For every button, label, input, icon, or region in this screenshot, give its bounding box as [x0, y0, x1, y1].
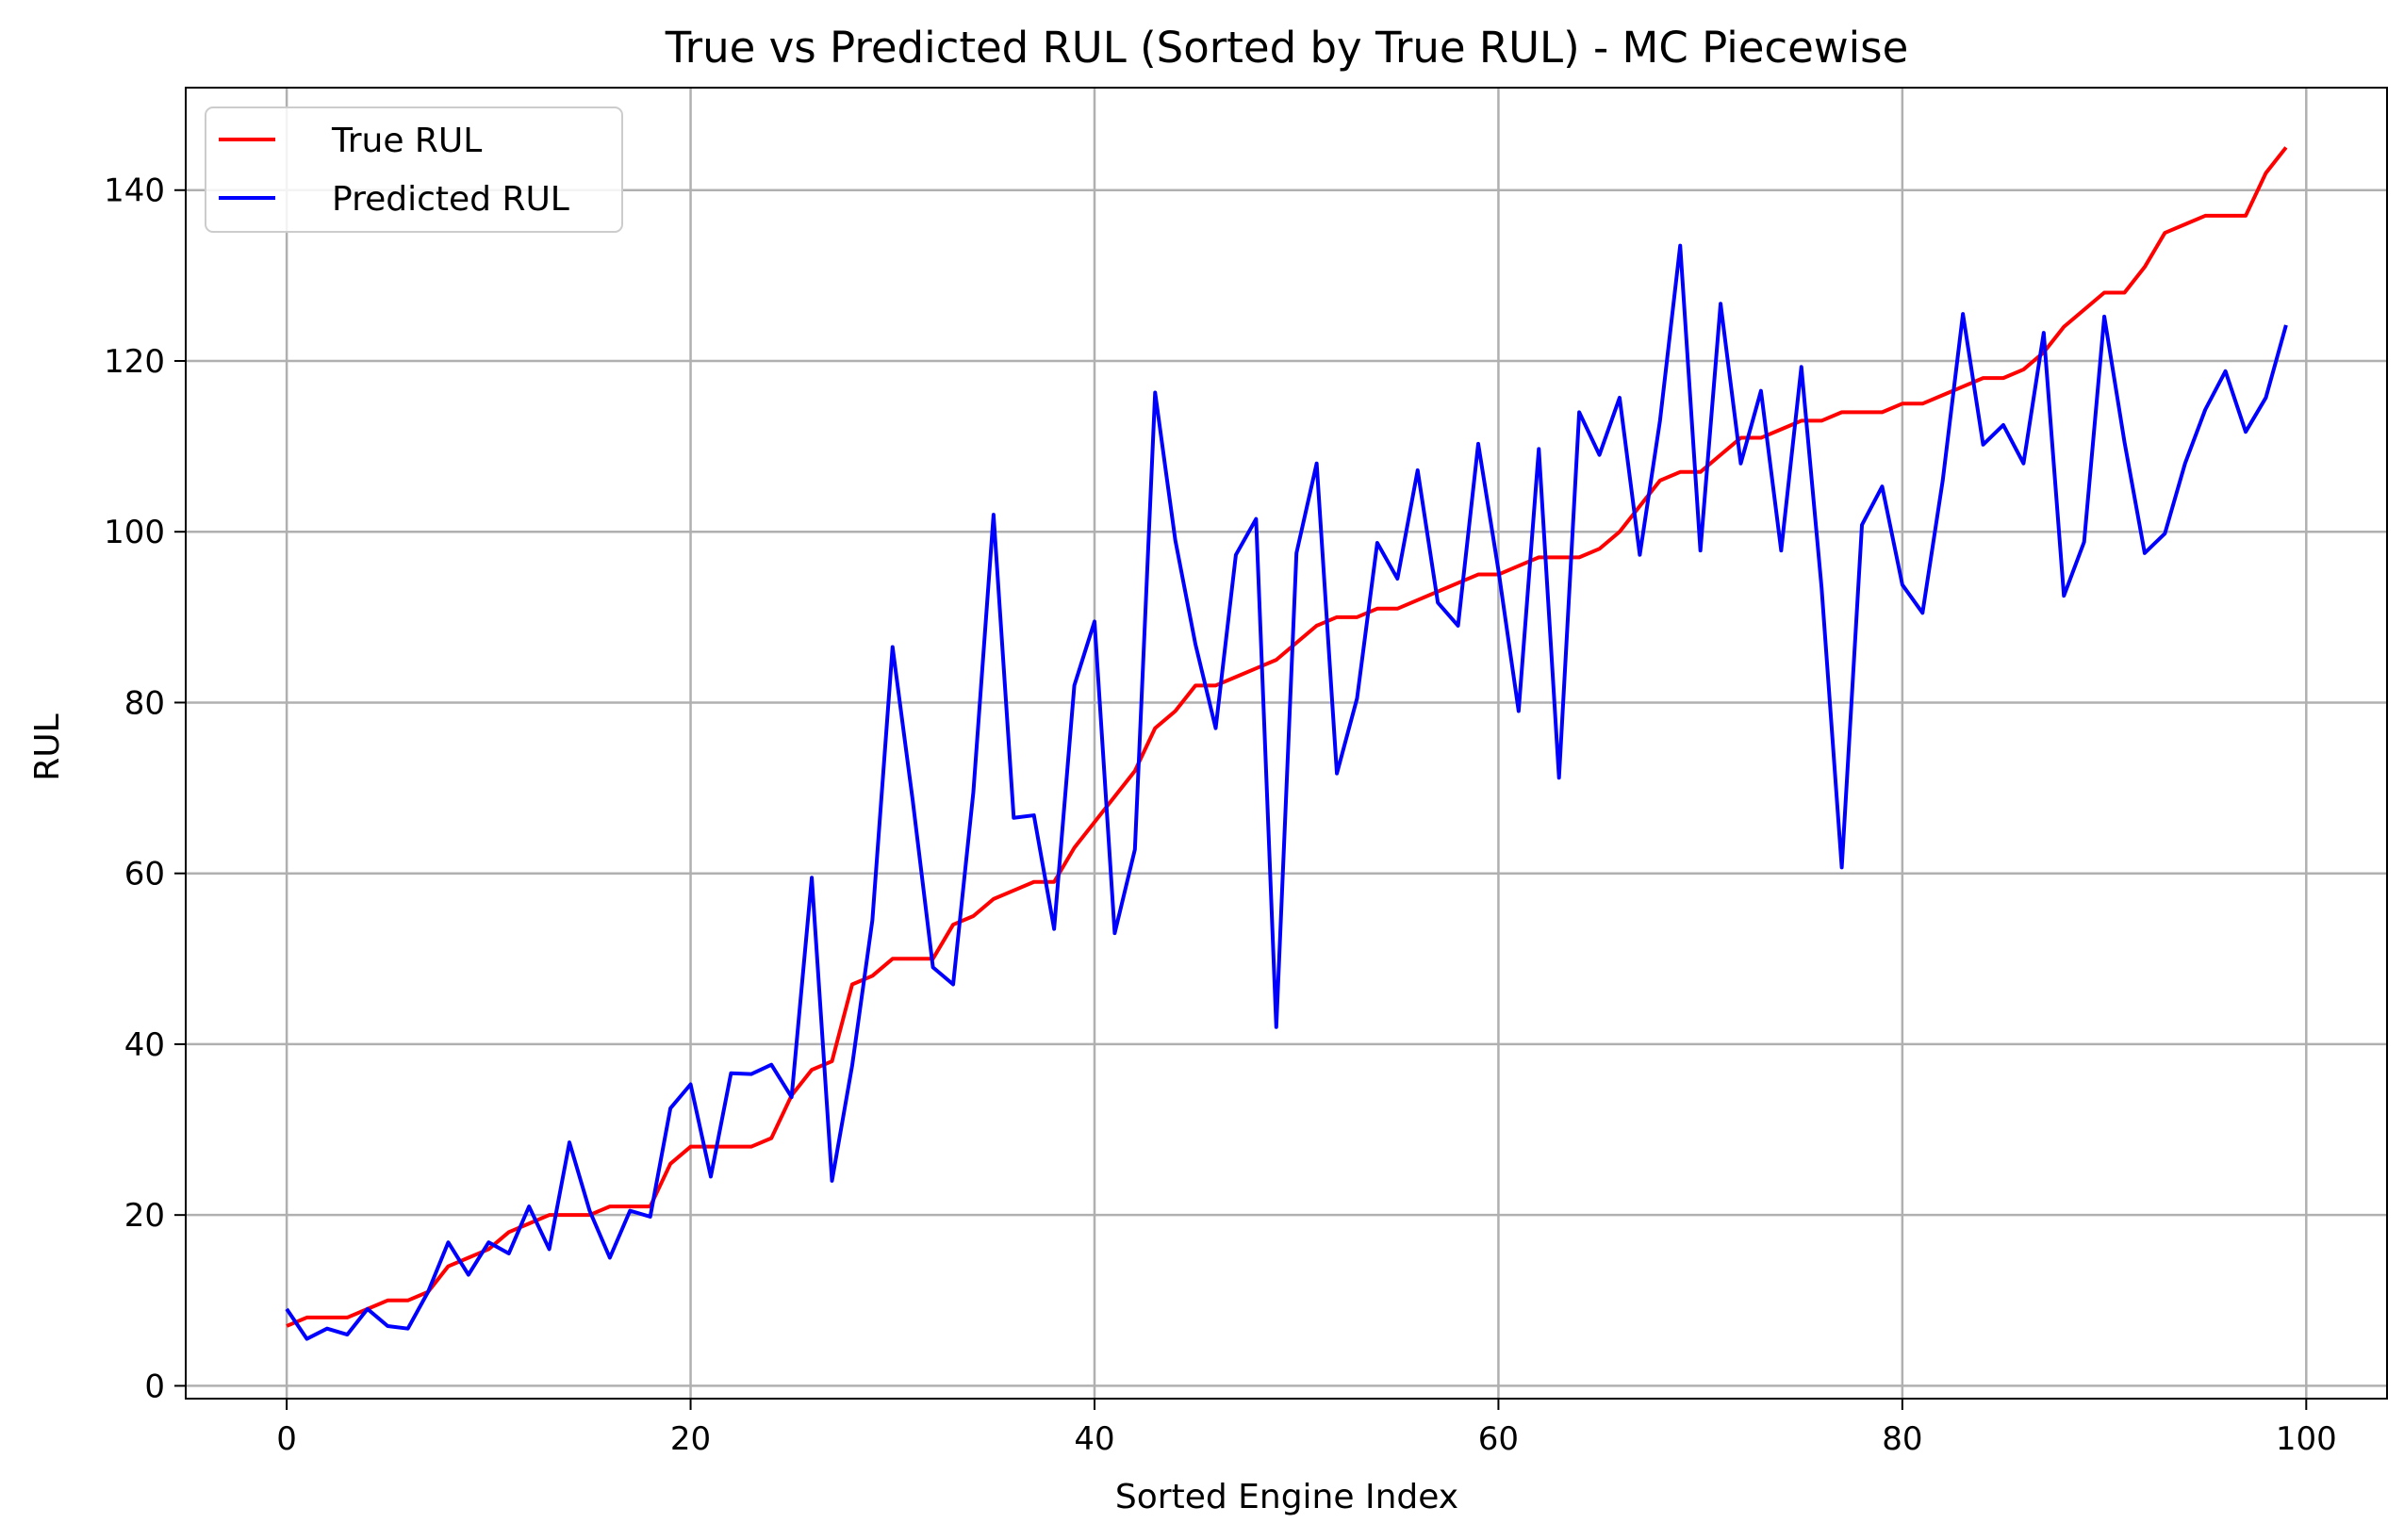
legend: True RUL Predicted RUL — [205, 106, 623, 233]
chart-title: True vs Predicted RUL (Sorted by True RU… — [665, 23, 1909, 73]
y-tick-label: 40 — [124, 1026, 165, 1064]
plot-frame — [185, 87, 2388, 1400]
series-line-predicted-rul — [285, 243, 2288, 1341]
x-tick-label: 40 — [1074, 1420, 1114, 1458]
x-tick-label: 20 — [670, 1420, 711, 1458]
y-tick-label: 20 — [124, 1197, 165, 1235]
y-tick-label: 140 — [104, 172, 165, 210]
y-tick-label: 120 — [104, 343, 165, 381]
y-tick-label: 0 — [144, 1368, 165, 1405]
y-tick-label: 60 — [124, 856, 165, 893]
x-axis-ticks: 0 20 40 60 80 100 — [276, 1399, 2337, 1458]
series-layer — [285, 146, 2288, 1341]
legend-label-predicted-rul: Predicted RUL — [332, 180, 569, 219]
x-tick-label: 100 — [2276, 1420, 2337, 1458]
legend-label-true-rul: True RUL — [331, 122, 482, 160]
y-axis-label: RUL — [28, 713, 67, 780]
y-tick-label: 100 — [104, 514, 165, 551]
x-tick-label: 0 — [276, 1420, 297, 1458]
y-axis-ticks: 0 20 40 60 80 100 120 140 — [104, 172, 186, 1405]
x-tick-label: 60 — [1478, 1420, 1519, 1458]
y-tick-label: 80 — [124, 684, 165, 722]
x-axis-label: Sorted Engine Index — [1115, 1478, 1458, 1516]
legend-box — [205, 106, 623, 233]
x-tick-label: 80 — [1882, 1420, 1922, 1458]
